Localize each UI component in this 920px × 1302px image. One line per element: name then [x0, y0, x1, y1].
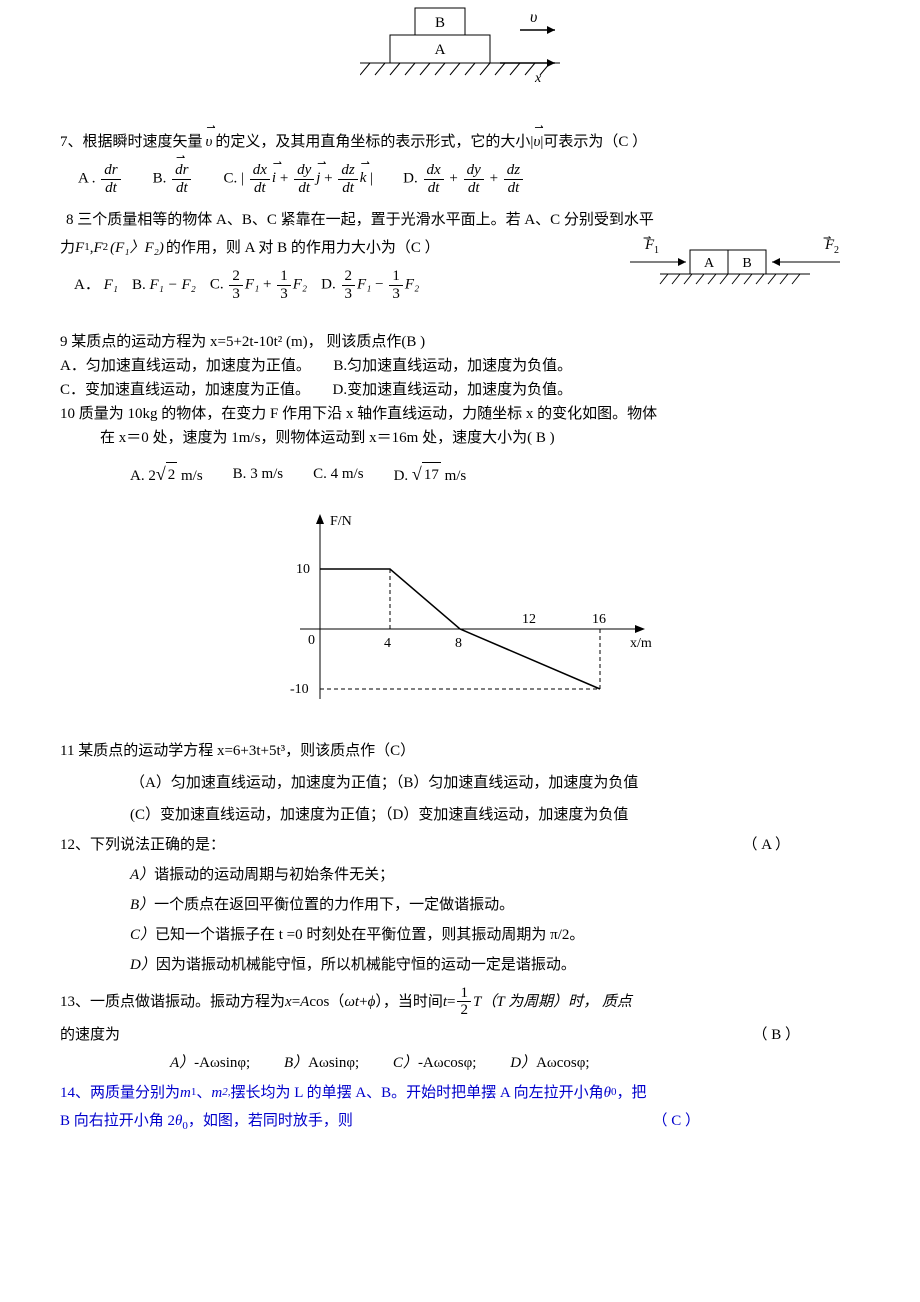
q10-options: A. 22 m/s B. 3 m/s C. 4 m/s D. 17 m/s — [130, 460, 860, 489]
q7-stem: 7、根据瞬时速度矢量 υ 的定义，及其用直角坐标的表示形式，它的大小 υ 可表示… — [60, 130, 860, 154]
q7-stem-b: 的定义，及其用直角坐标的表示形式，它的大小 — [215, 130, 530, 154]
svg-text:B: B — [435, 15, 445, 31]
q7-stem-c: 可表示为（C ） — [543, 130, 647, 154]
q10-stem1: 10 质量为 10kg 的物体，在变力 F 作用下沿 x 轴作直线运动，力随坐标… — [60, 402, 860, 426]
q9-stem: 9 某质点的运动方程为 x=5+2t-10t² (m)， 则该质点作(B ) — [60, 330, 860, 354]
svg-text:B: B — [742, 256, 751, 271]
svg-text:16: 16 — [592, 612, 606, 627]
q8-opt-c: C. 23F₁ + 13F₂ — [210, 268, 307, 302]
q14-ans: （ C ） — [652, 1109, 700, 1136]
diagram-block-ab-top: A B υ x — [60, 0, 860, 90]
svg-text:-10: -10 — [290, 682, 309, 697]
svg-text:A: A — [435, 42, 446, 58]
diagram-block-ab-forces: A B F1 ⇀ F2 ⇀ — [600, 232, 860, 310]
q10-opt-c: C. 4 m/s — [313, 462, 363, 486]
svg-text:⇀: ⇀ — [643, 233, 651, 244]
svg-text:F/N: F/N — [330, 514, 352, 529]
q12-ans: （ A ） — [742, 833, 790, 857]
q12-c: C）已知一个谐振子在 t =0 时刻处在平衡位置，则其振动周期为 π/2。 — [130, 923, 860, 947]
q8-stem1: 8 三个质量相等的物体 A、B、C 紧靠在一起，置于光滑水平面上。若 A、C 分… — [66, 208, 860, 232]
q13-stem1: 13、一质点做谐振动。振动方程为 x=Acos（ωt + ϕ），当时间 t= 1… — [60, 985, 860, 1019]
svg-text:A: A — [704, 256, 715, 271]
q8-opt-a: A． F₁ — [74, 273, 118, 297]
svg-text:υ: υ — [530, 9, 537, 26]
q8-opt-b: B. F₁ − F₂ — [132, 273, 196, 297]
q12-b: B）一个质点在返回平衡位置的力作用下，一定做谐振动。 — [130, 893, 860, 917]
abs-v: υ — [530, 130, 543, 154]
q8-options: A． F₁ B. F₁ − F₂ C. 23F₁ + 13F₂ D. 23F₁ … — [74, 268, 600, 302]
svg-text:x: x — [534, 71, 542, 86]
svg-text:⇀: ⇀ — [823, 233, 831, 244]
q9-line2: C．变加速直线运动，加速度为正值。 D.变加速直线运动，加速度为负值。 — [60, 378, 860, 402]
q11-stem: 11 某质点的运动学方程 x=6+3t+5t³，则该质点作（C） — [60, 739, 860, 763]
svg-text:1: 1 — [654, 245, 659, 256]
q13-options: A）-Aωsinφ; B）Aωsinφ; C）-Aωcosφ; D）Aωcosφ… — [170, 1051, 860, 1075]
q14-line2-row: B 向右拉开小角 2θ0，如图，若同时放手，则 （ C ） — [60, 1109, 860, 1136]
svg-text:8: 8 — [455, 636, 462, 651]
q14-line1: 14、两质量分别为 m1 、 m2, 摆长均为 L 的单摆 A、B。开始时把单摆… — [60, 1081, 860, 1105]
svg-text:12: 12 — [522, 612, 536, 627]
q7-opt-b: B. drdt — [153, 162, 194, 196]
svg-text:4: 4 — [384, 636, 391, 651]
svg-text:x/m: x/m — [630, 636, 652, 651]
q13-stem2: 的速度为 — [60, 1023, 120, 1047]
q13-ans: （ B ） — [752, 1023, 800, 1047]
q10-opt-d: D. 17 m/s — [394, 460, 467, 489]
q12-stem-row: 12、下列说法正确的是： （ A ） — [60, 833, 860, 857]
q12-a: A）谐振动的运动周期与初始条件无关； — [130, 863, 860, 887]
q10-stem2: 在 x＝0 处，速度为 1m/s，则物体运动到 x＝16m 处，速度大小为( B… — [100, 426, 860, 450]
vec-v: υ — [206, 130, 213, 154]
q12-stem: 12、下列说法正确的是： — [60, 833, 225, 857]
q10-opt-a: A. 22 m/s — [130, 460, 203, 489]
q7-opt-a: A . drdt — [78, 162, 123, 196]
q11-line2: (C）变加速直线运动，加速度为正值；（D）变加速直线运动，加速度为负值 — [130, 803, 860, 827]
q14-line2: B 向右拉开小角 2θ0，如图，若同时放手，则 — [60, 1109, 353, 1136]
q7-stem-a: 7、根据瞬时速度矢量 — [60, 130, 203, 154]
force-graph: F/N x/m 10 0 -10 4 8 12 16 — [60, 499, 860, 719]
q12-d: D）因为谐振动机械能守恒，所以机械能守恒的运动一定是谐振动。 — [130, 953, 860, 977]
q8-opt-d: D. 23F₁ − 13F₂ — [321, 268, 419, 302]
q8-stem2: 力 F1 , F2 (F₁〉F₂) 的作用，则 A 对 B 的作用力大小为（C … — [60, 236, 600, 260]
svg-text:2: 2 — [834, 245, 839, 256]
svg-text:10: 10 — [296, 562, 310, 577]
svg-text:0: 0 — [308, 633, 315, 648]
q10-opt-b: B. 3 m/s — [233, 462, 283, 486]
q7-options: A . drdt B. drdt C. | dxdti + dydtj + dz… — [78, 162, 860, 196]
q7-opt-c: C. | dxdti + dydtj + dzdtk | — [223, 162, 373, 196]
q9-line1: A．匀加速直线运动，加速度为正值。 B.匀加速直线运动，加速度为负值。 — [60, 354, 860, 378]
q11-line1: （A）匀加速直线运动，加速度为正值；（B）匀加速直线运动，加速度为负值 — [130, 771, 860, 795]
q7-opt-d: D. dxdt + dydt + dzdt — [403, 162, 525, 196]
q13-stem2-row: 的速度为 （ B ） — [60, 1023, 860, 1047]
